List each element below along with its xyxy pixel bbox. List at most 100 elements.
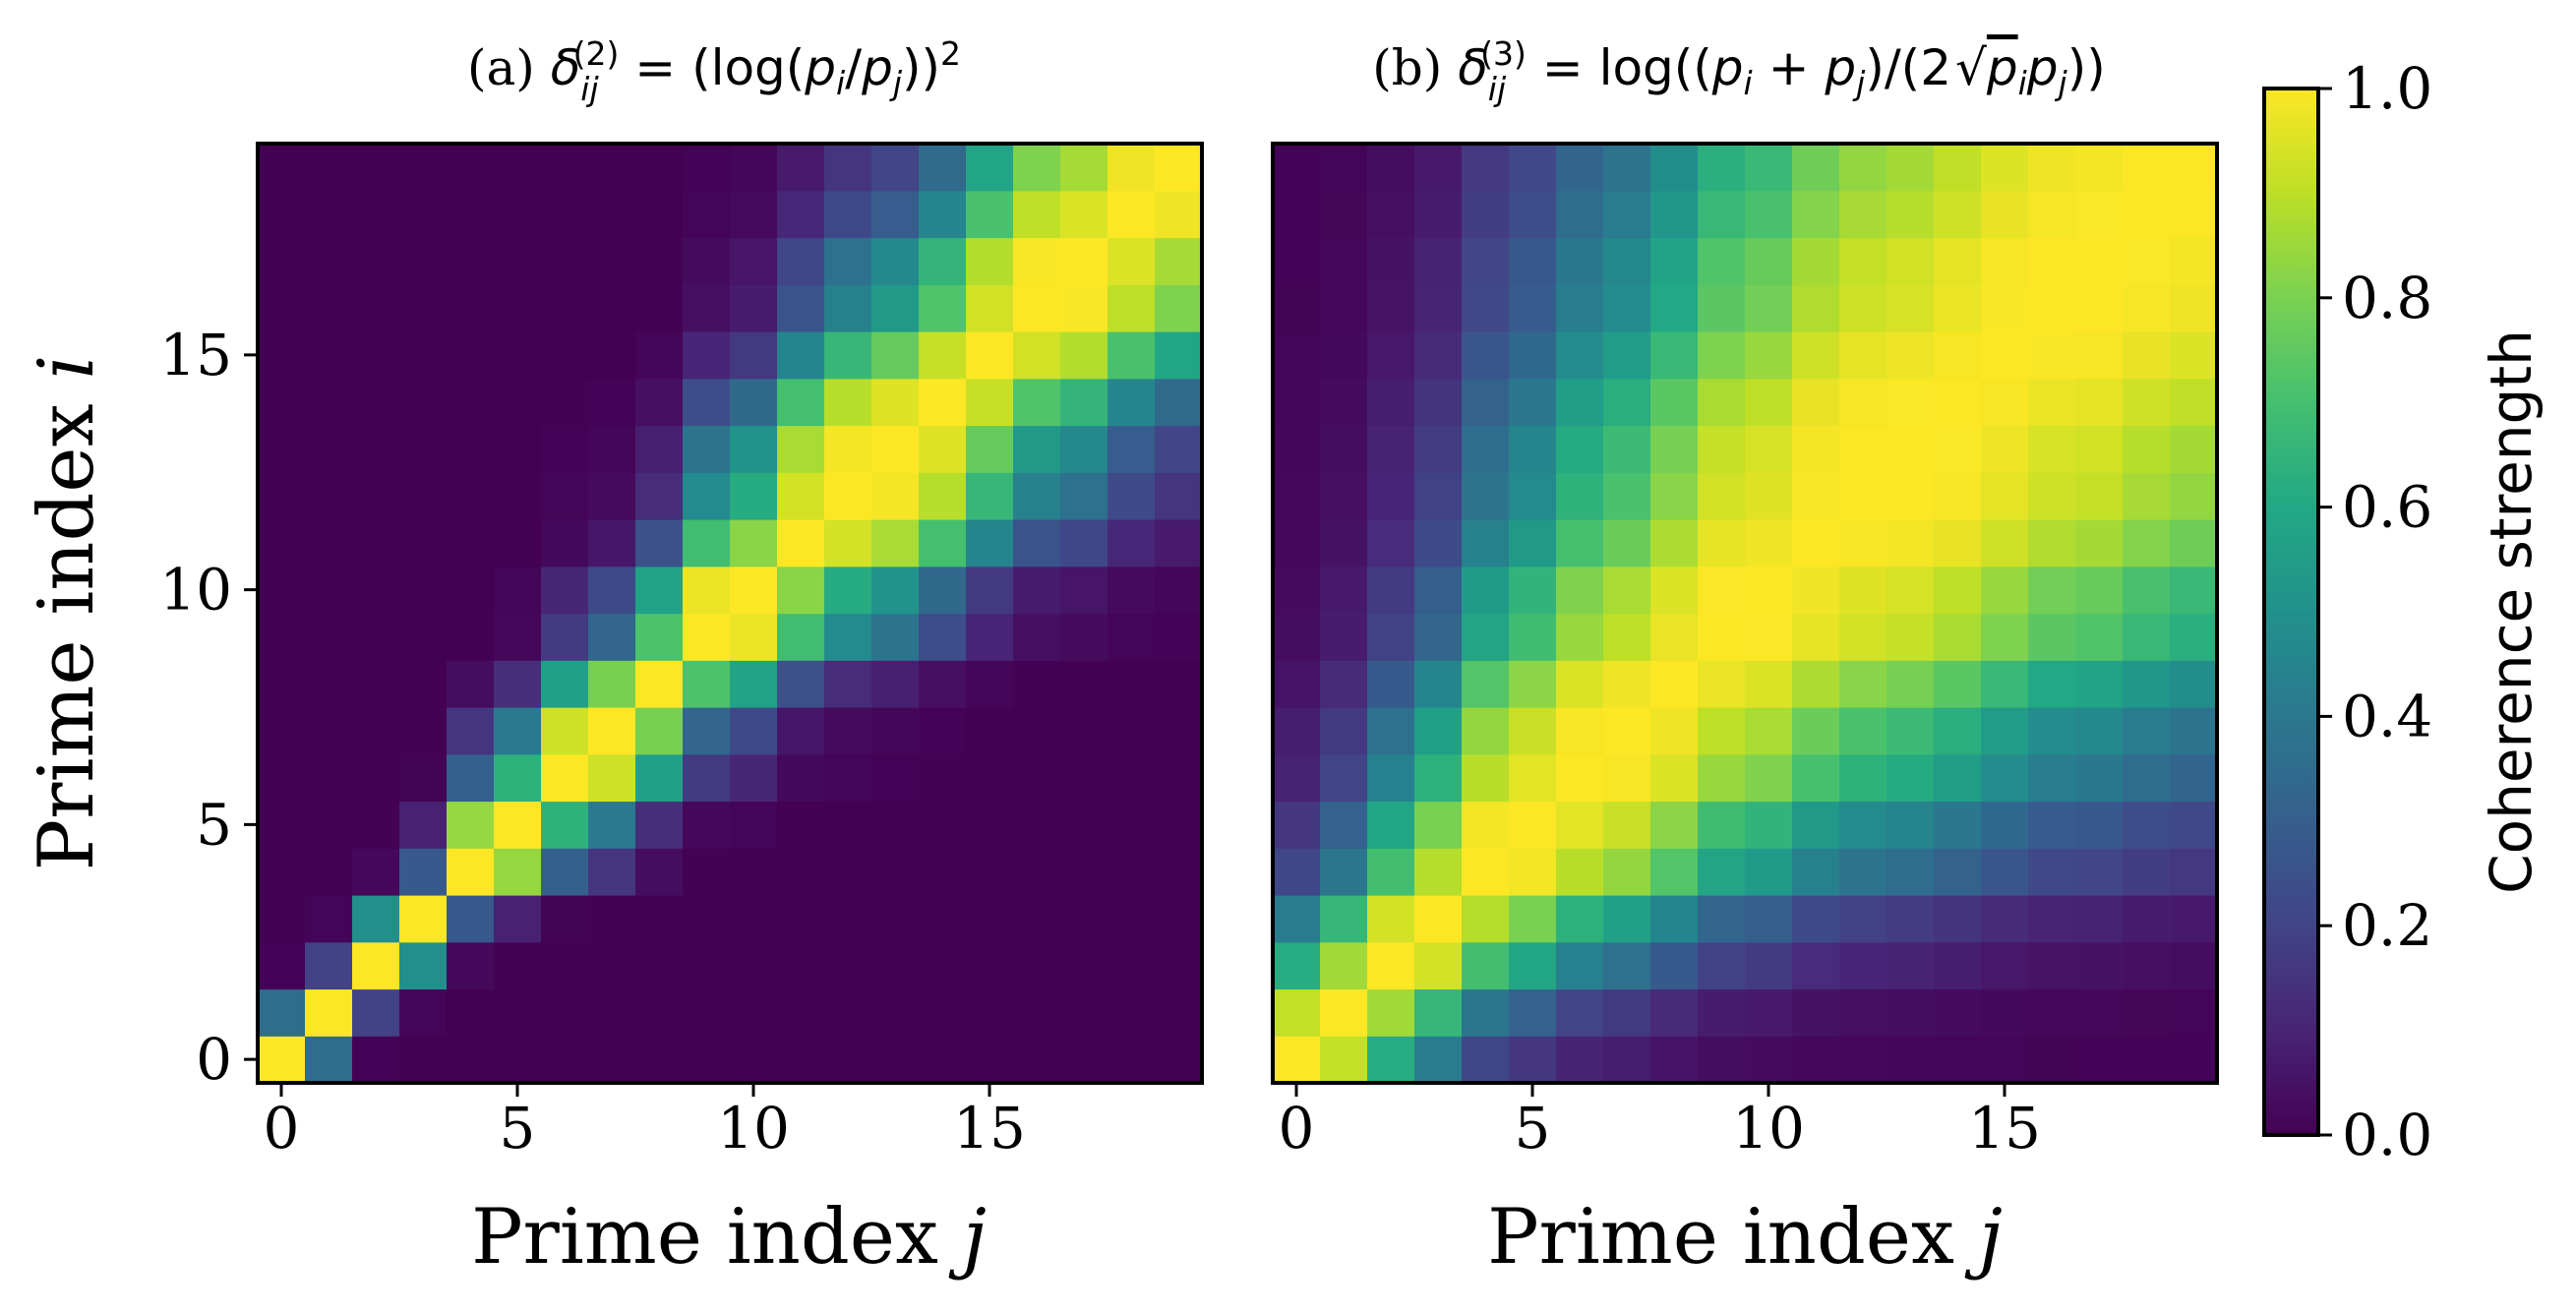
heatmap-cell <box>1367 801 1415 849</box>
heatmap-cell <box>1509 331 1557 380</box>
heatmap-cell <box>2075 988 2124 1037</box>
heatmap-cell <box>871 848 920 896</box>
heatmap-cell <box>399 284 448 332</box>
heatmap-cell <box>777 519 825 567</box>
heatmap-cell <box>1462 895 1510 943</box>
heatmap-cell <box>1108 895 1156 943</box>
heatmap-cell <box>399 988 448 1037</box>
heatmap-cell <box>1367 895 1415 943</box>
heatmap-cell <box>1745 566 1793 615</box>
heatmap-cell <box>1013 613 1061 661</box>
heatmap-cell <box>2075 848 2124 896</box>
heatmap-cell <box>2075 378 2124 427</box>
heatmap-cell <box>399 331 448 380</box>
heatmap-cell <box>1981 707 2029 755</box>
x-tick-label: 0 <box>264 1095 300 1162</box>
heatmap-cell <box>1060 848 1108 896</box>
heatmap-cell <box>1414 801 1463 849</box>
heatmap-cell <box>1108 284 1156 332</box>
heatmap-cell <box>1981 1036 2029 1084</box>
heatmap-cell <box>588 566 636 615</box>
heatmap-cell <box>1745 190 1793 239</box>
heatmap-cell <box>399 237 448 285</box>
heatmap-cell <box>1273 425 1321 473</box>
heatmap-cell <box>730 472 778 520</box>
heatmap-cell <box>919 613 967 661</box>
heatmap-cell <box>919 144 967 192</box>
heatmap-cell <box>399 190 448 239</box>
heatmap-cell <box>588 378 636 427</box>
heatmap-cell <box>588 707 636 755</box>
heatmap-cell <box>1650 848 1699 896</box>
heatmap-cell <box>588 988 636 1037</box>
heatmap-cell <box>447 425 495 473</box>
heatmap-cell <box>1367 988 1415 1037</box>
heatmap-cell <box>1556 144 1604 192</box>
heatmap-cell <box>1155 1036 1203 1084</box>
plot-frame-b <box>1271 142 2219 1085</box>
heatmap-cell <box>305 660 353 708</box>
heatmap-cell <box>2170 237 2218 285</box>
heatmap-cell <box>1650 331 1699 380</box>
heatmap-cell <box>1462 848 1510 896</box>
heatmap-cell <box>494 190 542 239</box>
heatmap-cell <box>447 848 495 896</box>
heatmap-cell <box>1367 331 1415 380</box>
heatmap-cell <box>1509 848 1557 896</box>
heatmap-cell <box>1060 895 1108 943</box>
heatmap-cell <box>1367 284 1415 332</box>
heatmap-cell <box>966 331 1014 380</box>
heatmap-cell <box>919 848 967 896</box>
heatmap-cell <box>966 425 1014 473</box>
heatmap-cell <box>1108 801 1156 849</box>
heatmap-cell <box>1273 144 1321 192</box>
heatmap-cell <box>399 378 448 427</box>
heatmap-cell <box>1792 895 1840 943</box>
heatmap-cell <box>777 566 825 615</box>
heatmap-cell <box>2028 190 2076 239</box>
y-tick-label: 15 <box>159 322 232 388</box>
heatmap-cell <box>494 144 542 192</box>
heatmap-cell <box>1273 753 1321 803</box>
heatmap-cell <box>1556 519 1604 567</box>
heatmap-cell <box>1556 895 1604 943</box>
heatmap-cell <box>2075 472 2124 520</box>
heatmap-cell <box>1650 284 1699 332</box>
heatmap-cell <box>1650 566 1699 615</box>
heatmap-cell <box>1108 707 1156 755</box>
heatmap-cell <box>2075 190 2124 239</box>
heatmap-cell <box>824 566 872 615</box>
heatmap-cell <box>1367 144 1415 192</box>
heatmap-cell <box>871 566 920 615</box>
heatmap-cell <box>2075 566 2124 615</box>
heatmap-cell <box>1320 519 1368 567</box>
heatmap-cell <box>635 190 684 239</box>
heatmap-cell <box>1792 753 1840 803</box>
heatmap-cell <box>1556 941 1604 990</box>
heatmap-cell <box>2123 895 2171 943</box>
heatmap-cell <box>919 895 967 943</box>
heatmap-cell <box>1509 660 1557 708</box>
heatmap-cell <box>1792 425 1840 473</box>
heatmap-cell <box>1060 425 1108 473</box>
heatmap-cell <box>541 378 589 427</box>
heatmap-cell <box>1745 707 1793 755</box>
heatmap-cell <box>1155 660 1203 708</box>
heatmap-cell <box>258 753 306 803</box>
heatmap-cell <box>1414 144 1463 192</box>
heatmap-cell <box>305 144 353 192</box>
heatmap-cell <box>871 660 920 708</box>
heatmap-cell <box>1414 848 1463 896</box>
heatmap-cell <box>1887 472 1935 520</box>
heatmap-cell <box>966 801 1014 849</box>
heatmap-cell <box>919 1036 967 1084</box>
heatmap-cell <box>1603 1036 1651 1084</box>
heatmap-cell <box>2170 190 2218 239</box>
heatmap-cell <box>1414 519 1463 567</box>
heatmap-cell <box>447 144 495 192</box>
heatmap-cell <box>1367 707 1415 755</box>
heatmap-cell <box>1462 566 1510 615</box>
heatmap-cell <box>447 284 495 332</box>
heatmap-cell <box>1273 1036 1321 1084</box>
heatmap-cell <box>588 472 636 520</box>
